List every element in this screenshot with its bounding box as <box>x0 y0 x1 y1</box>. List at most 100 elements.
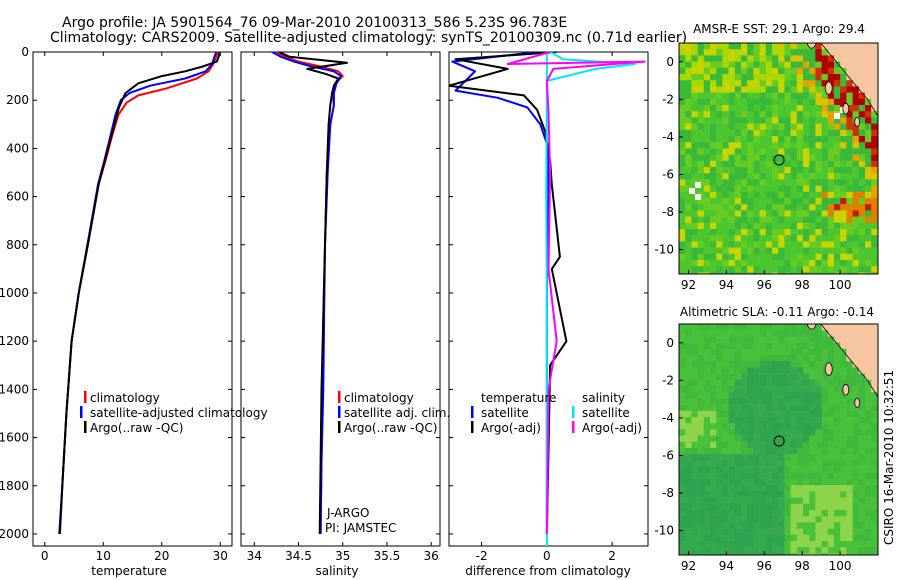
map-cell <box>809 222 816 230</box>
map-cell <box>796 491 804 498</box>
map-cell <box>796 61 804 69</box>
map-cell <box>846 61 853 69</box>
y-tick-label: 2000 <box>0 527 29 541</box>
map-cell <box>827 392 835 399</box>
map-cell <box>815 61 822 69</box>
map-cell <box>759 129 767 137</box>
legend-label-climatology: climatology <box>90 391 160 405</box>
map-cell <box>778 92 785 100</box>
map-cell <box>865 117 872 124</box>
map-cell <box>722 386 729 393</box>
map-cell <box>821 247 829 255</box>
map-cell <box>821 167 829 174</box>
map-cell <box>747 441 754 449</box>
map-cell <box>679 260 686 267</box>
map-cell <box>716 510 723 517</box>
map-cell <box>865 123 872 131</box>
map-cell <box>765 435 773 443</box>
map-cell <box>865 367 872 374</box>
map-cell <box>741 61 748 69</box>
map-cell <box>685 491 692 498</box>
map-cell <box>871 67 878 75</box>
map-cell <box>734 198 742 205</box>
map-cell <box>747 179 754 186</box>
map-cell <box>871 491 878 498</box>
map-cell <box>759 229 767 236</box>
map-cell <box>858 260 866 267</box>
map-cell <box>716 373 723 381</box>
map-cell <box>803 553 810 555</box>
map-cell <box>697 80 705 87</box>
map-cell <box>815 123 822 131</box>
map-cell <box>772 348 779 356</box>
map-cell <box>710 61 717 69</box>
legend-label-argo: Argo(..raw -QC) <box>90 421 183 435</box>
map-cell <box>827 441 835 449</box>
map-cell <box>834 49 841 56</box>
map-cell <box>834 448 841 455</box>
map-cell <box>759 472 767 480</box>
map-cell <box>821 423 829 430</box>
map-cell <box>865 516 872 523</box>
map-cell <box>716 429 723 436</box>
map-cell <box>765 410 773 418</box>
legend-label-temp-argo: Argo(-adj) <box>481 421 541 435</box>
map-cell <box>772 522 779 529</box>
map-cell <box>697 142 705 149</box>
map-cell <box>790 80 798 87</box>
map-cell <box>759 503 767 511</box>
map-cell <box>790 117 798 124</box>
map-cell <box>784 160 791 168</box>
x-tick-label: 0 <box>41 549 49 563</box>
map-cell <box>691 198 698 205</box>
map-cell <box>753 210 760 217</box>
map-cell <box>765 386 773 393</box>
map-cell <box>803 98 810 106</box>
map-cell <box>753 404 760 412</box>
map-cell <box>796 173 804 180</box>
map-cell <box>710 404 717 412</box>
map-cell <box>716 191 723 199</box>
map-cell <box>722 167 729 174</box>
map-cell <box>790 142 798 149</box>
map-cell <box>703 272 711 274</box>
map-cell <box>790 472 798 480</box>
map-cell <box>753 179 760 186</box>
map-cell <box>803 441 810 449</box>
map-cell <box>759 454 767 461</box>
map-cell <box>846 111 853 118</box>
map-cell <box>840 336 847 343</box>
map-cell <box>778 534 785 542</box>
map-cell <box>778 435 785 443</box>
map-cell <box>685 541 692 548</box>
map-cell <box>815 160 822 168</box>
map-cell <box>815 129 822 137</box>
map-cell <box>716 398 723 405</box>
map-cell <box>778 117 785 124</box>
map-cell <box>734 336 742 343</box>
map-cell <box>796 123 804 131</box>
map-cell <box>697 86 705 93</box>
map-cell <box>753 330 760 337</box>
map-cell <box>710 185 717 193</box>
map-cell <box>716 198 723 205</box>
map-cell <box>685 429 692 436</box>
map-cell <box>734 260 742 267</box>
map-cell <box>759 43 767 50</box>
map-cell <box>716 241 723 248</box>
map-cell <box>803 448 810 455</box>
map-cell <box>846 417 853 424</box>
map-cell <box>722 361 729 368</box>
map-cell <box>852 247 860 255</box>
map-cell <box>846 379 853 387</box>
map-cell <box>691 235 698 242</box>
map-cell <box>784 191 791 199</box>
map-cell <box>840 179 847 186</box>
map-cell <box>796 485 804 492</box>
map-cell <box>840 80 847 87</box>
map-cell <box>753 160 760 168</box>
map-cell <box>840 154 847 162</box>
map-cell <box>784 454 791 461</box>
map-cell <box>759 204 767 211</box>
map-cell <box>741 266 748 273</box>
